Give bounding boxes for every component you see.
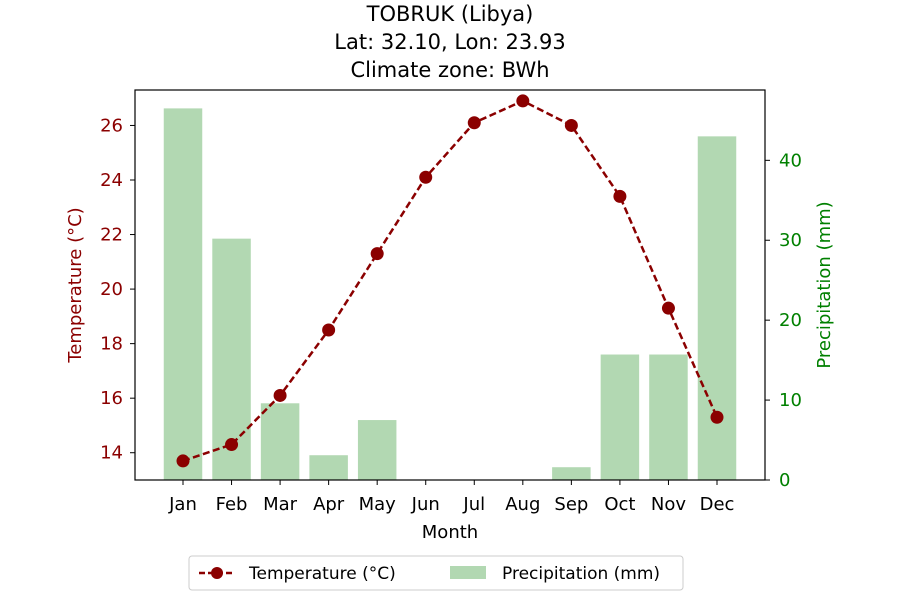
legend-precipitation-label: Precipitation (mm) (502, 564, 660, 584)
legend: Temperature (°C) Precipitation (mm) (188, 555, 684, 591)
precipitation-bar-mar (260, 403, 300, 480)
precipitation-bar-sep (552, 467, 591, 480)
temperature-point-dec (710, 410, 724, 424)
temperature-point-apr (322, 323, 336, 337)
x-axis-label: Month (422, 522, 478, 543)
precipitation-tick-label: 20 (779, 310, 802, 331)
legend-precipitation-swatch (450, 566, 486, 579)
temperature-tick-label: 14 (100, 443, 123, 464)
temperature-point-aug (516, 94, 530, 108)
precipitation-axis-ticks: 0 10 20 30 40 (765, 150, 802, 491)
legend-box (188, 555, 684, 591)
x-tick-label: Aug (505, 494, 540, 515)
x-tick-label: May (359, 494, 397, 515)
precipitation-bar-dec (697, 136, 737, 480)
temperature-point-feb (225, 438, 239, 452)
x-tick-label: Dec (700, 494, 735, 515)
temperature-point-nov (661, 301, 675, 315)
x-tick-label: Jun (411, 494, 440, 515)
temperature-line (182, 99, 719, 463)
temperature-axis-label: Temperature (°C) (65, 207, 86, 363)
precipitation-tick-label: 0 (779, 470, 790, 491)
legend-temperature-label: Temperature (°C) (248, 564, 396, 584)
temperature-tick-label: 24 (100, 170, 123, 191)
precipitation-tick-label: 10 (779, 390, 802, 411)
x-tick-label: Sep (554, 494, 588, 515)
chart-title-line-3: Climate zone: BWh (350, 58, 549, 82)
temperature-point-may (370, 247, 384, 261)
x-tick-label: Jul (462, 494, 485, 515)
temperature-point-mar (273, 388, 287, 402)
chart-title-line-1: TOBRUK (Libya) (366, 2, 534, 26)
precipitation-bar-apr (309, 455, 348, 480)
precipitation-axis-label: Precipitation (mm) (814, 201, 835, 368)
x-tick-label: Mar (263, 494, 298, 515)
x-tick-label: Jan (168, 494, 197, 515)
precipitation-tick-label: 40 (779, 150, 802, 171)
x-tick-label: Apr (313, 494, 345, 515)
temperature-tick-label: 22 (100, 225, 123, 246)
precipitation-bars (163, 108, 737, 480)
temperature-tick-label: 26 (100, 115, 123, 136)
temperature-point-jan (176, 454, 190, 468)
precipitation-tick-label: 30 (779, 230, 802, 251)
temperature-tick-label: 20 (100, 279, 123, 300)
precipitation-bar-oct (600, 354, 640, 480)
temperature-series (176, 94, 724, 468)
temperature-point-sep (564, 118, 578, 132)
x-tick-label: Nov (651, 494, 686, 515)
temperature-point-jul (467, 116, 481, 130)
precipitation-bar-jan (163, 108, 203, 480)
temperature-tick-label: 16 (100, 388, 123, 409)
x-tick-label: Oct (604, 494, 635, 515)
plot-frame (134, 89, 766, 481)
chart-title-line-2: Lat: 32.10, Lon: 23.93 (334, 30, 565, 54)
temperature-point-oct (613, 189, 627, 203)
precipitation-bar-may (357, 420, 397, 480)
temperature-tick-label: 18 (100, 334, 123, 355)
precipitation-bar-nov (649, 354, 688, 480)
legend-temperature-marker (211, 567, 223, 579)
x-axis-ticks: Jan Feb Mar Apr May Jun Jul Aug Sep Oct Nov Dec (168, 480, 734, 515)
x-tick-label: Feb (216, 494, 248, 515)
temperature-axis-ticks: 14 16 18 20 22 24 26 (100, 115, 135, 464)
temperature-point-jun (419, 170, 433, 184)
